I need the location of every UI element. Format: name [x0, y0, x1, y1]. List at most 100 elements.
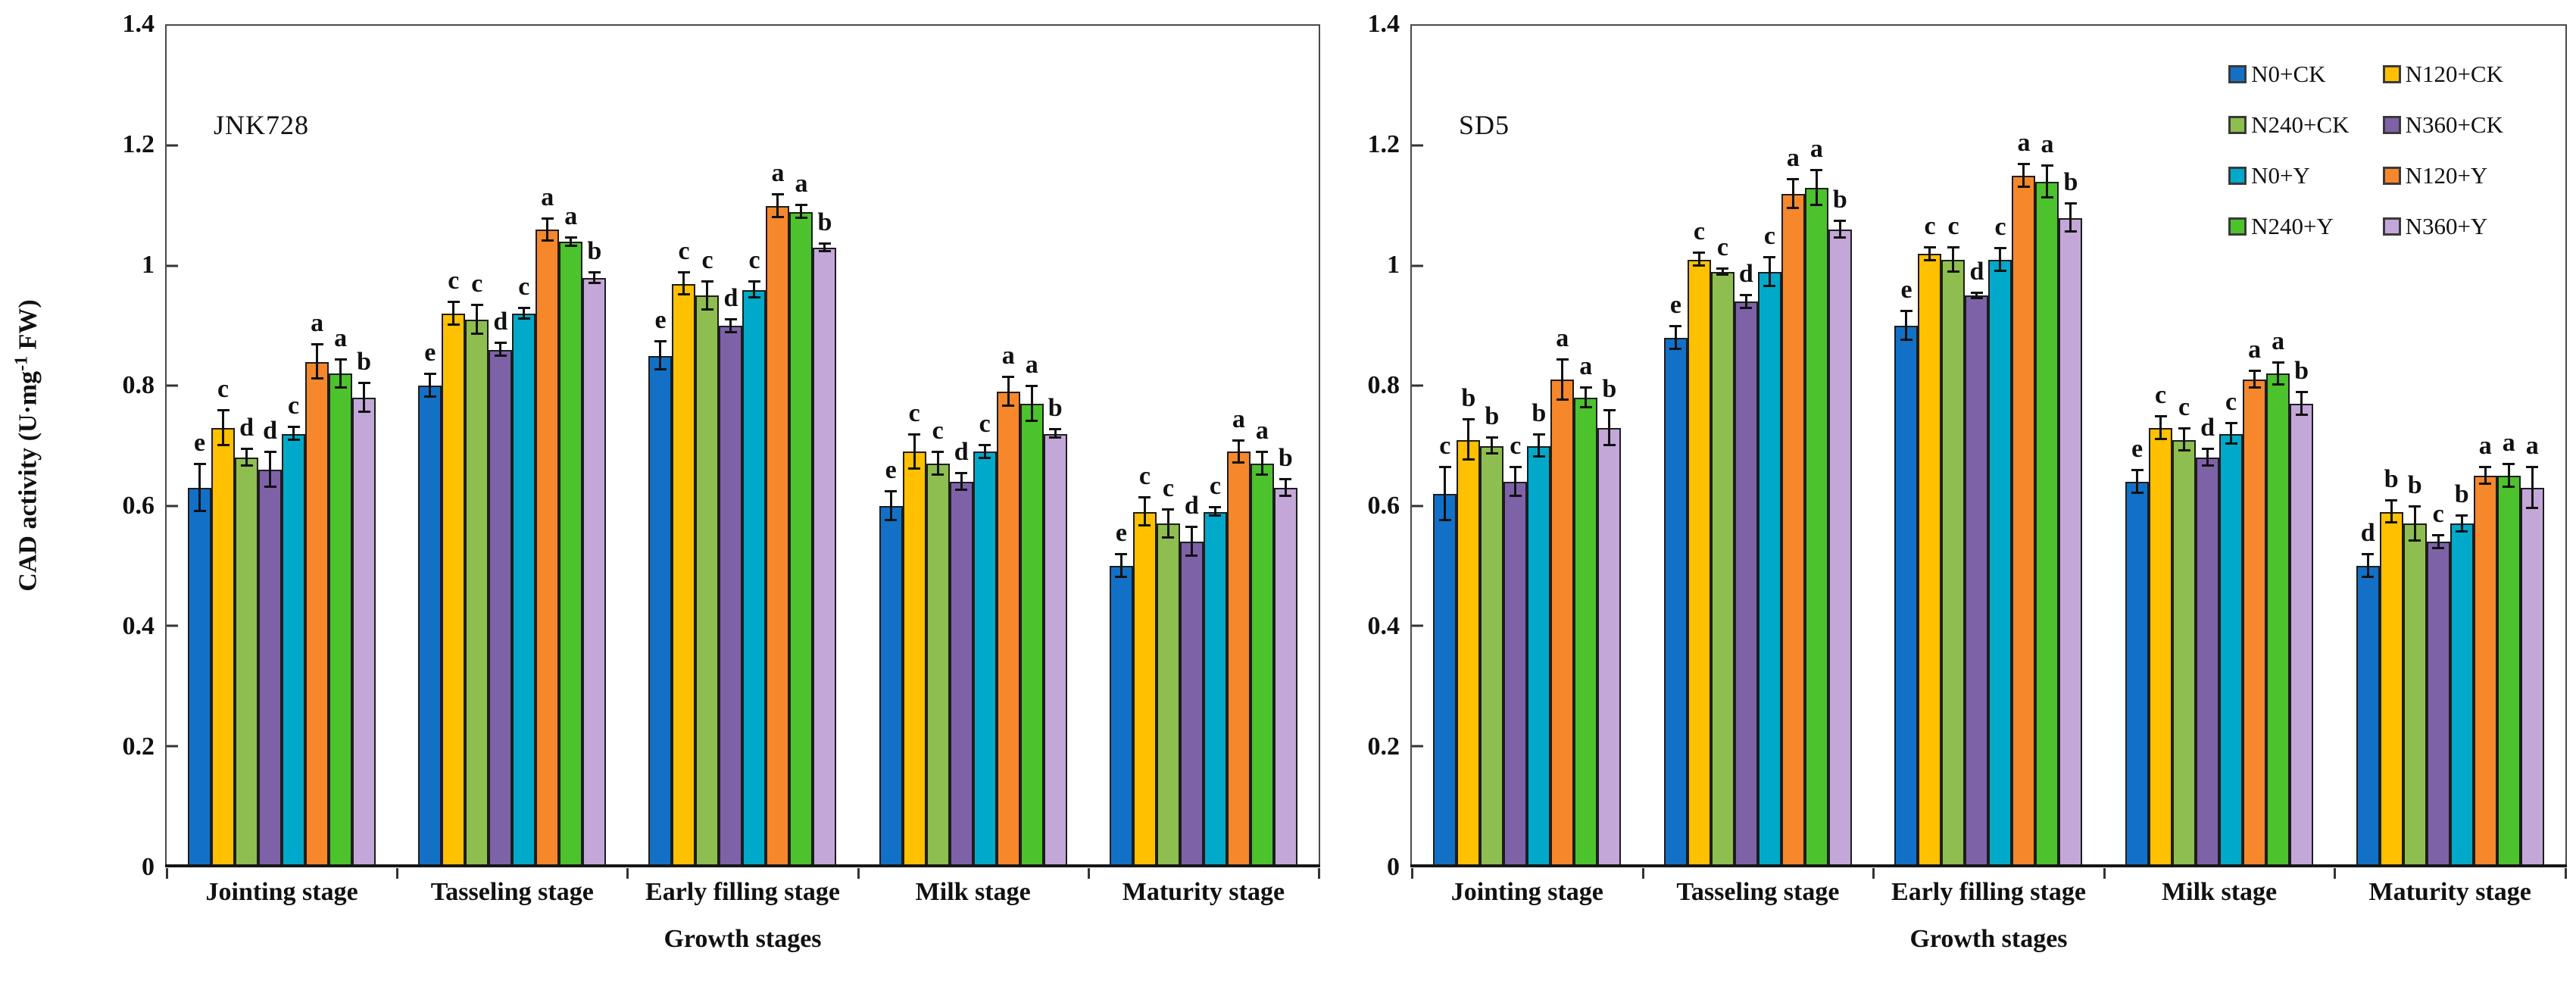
bar-group-slot: c	[442, 26, 466, 866]
bar-group-slot: b	[1043, 26, 1067, 866]
significance-letter: a	[2272, 326, 2285, 355]
error-bar-cap-top	[1256, 451, 1269, 454]
error-bar-cap-bottom	[1256, 473, 1269, 476]
xtick-mark	[1411, 868, 1413, 879]
error-bar-cap-bottom	[2503, 485, 2515, 488]
error-bar-cap-top	[1049, 428, 1062, 431]
error-bar	[2507, 464, 2510, 488]
bar	[1804, 187, 1828, 866]
bar-group-slot: d	[258, 26, 283, 866]
legend-label: N120+Y	[2405, 162, 2488, 189]
legend-item: N360+CK	[2382, 113, 2503, 136]
error-bar-cap-bottom	[588, 281, 601, 284]
bar	[1527, 445, 1551, 866]
significance-letter: a	[1232, 405, 1245, 433]
error-bar	[889, 490, 892, 521]
bar	[188, 487, 212, 866]
plot-area: SD5 Jointing stage c b b c b a a b Tasseling stag…	[1410, 24, 2567, 953]
significance-letter: e	[194, 429, 206, 458]
error-bar-cap-bottom	[1900, 338, 1912, 341]
bar	[2012, 176, 2036, 866]
significance-letter: c	[979, 409, 991, 438]
significance-letter: a	[771, 158, 785, 187]
error-bar	[269, 451, 272, 488]
significance-letter: a	[541, 183, 554, 211]
error-bar	[682, 271, 685, 296]
xtick-mark	[857, 868, 860, 879]
error-bar-cap-top	[1002, 376, 1015, 379]
category-cell: Tasseling stage e c c d c a a b	[397, 26, 627, 906]
error-bar-cap-top	[2295, 391, 2308, 394]
bar-group-slot: b	[2290, 26, 2314, 866]
error-bar-cap-top	[2385, 498, 2398, 501]
bar-group-slot: b	[1527, 26, 1551, 866]
bar	[1226, 451, 1251, 866]
error-bar	[222, 409, 225, 446]
legend-label: N240+Y	[2251, 213, 2334, 239]
error-bar-cap-top	[423, 373, 436, 376]
bar-group-slot: a	[2496, 26, 2521, 866]
bar	[926, 464, 950, 866]
bar-group-slot: c	[1503, 26, 1528, 866]
significance-letter: b	[587, 236, 602, 265]
error-bar-cap-bottom	[1138, 524, 1151, 527]
error-bar-cap-bottom	[1579, 406, 1592, 409]
error-bar	[2484, 467, 2487, 485]
error-bar	[1166, 508, 1169, 539]
error-bar-cap-top	[1740, 293, 1753, 296]
error-bar-cap-top	[2272, 361, 2284, 364]
error-bar	[2206, 448, 2209, 467]
bar	[2243, 380, 2267, 866]
error-bar-cap-bottom	[2131, 491, 2144, 494]
error-bar	[546, 217, 549, 242]
error-bar-cap-bottom	[1970, 297, 1983, 300]
significance-letter: c	[1763, 221, 1775, 250]
bar	[465, 320, 489, 866]
bar	[1663, 337, 1688, 866]
error-bar-cap-bottom	[1462, 458, 1475, 461]
error-bar-cap-bottom	[2456, 530, 2468, 533]
error-bar-cap-bottom	[701, 308, 713, 311]
error-bar-cap-bottom	[724, 330, 737, 333]
error-bar-cap-bottom	[2295, 413, 2308, 416]
error-bar	[1007, 376, 1010, 408]
error-bar-cap-top	[2154, 414, 2167, 417]
bar-group-slot: a	[1804, 26, 1828, 866]
error-bar	[2022, 164, 2025, 188]
error-bar-cap-top	[517, 307, 530, 310]
error-bar-cap-bottom	[334, 386, 347, 389]
bar-group-slot: c	[2219, 26, 2243, 866]
significance-letter: d	[1738, 259, 1753, 288]
legend-label: N120+CK	[2405, 61, 2503, 87]
xtick-mark	[396, 868, 399, 879]
ytick-mark	[1412, 264, 1423, 267]
error-bar-cap-top	[1716, 267, 1729, 270]
significance-letter: b	[2454, 480, 2469, 508]
error-bar-cap-bottom	[2409, 539, 2421, 542]
error-bar-cap-bottom	[1994, 269, 2006, 272]
significance-letter: a	[1579, 351, 1593, 380]
error-bar-cap-bottom	[979, 456, 991, 459]
error-bar-cap-bottom	[1209, 514, 1222, 517]
error-bar	[339, 358, 342, 389]
significance-letter: e	[424, 339, 436, 367]
significance-letter: d	[239, 414, 254, 442]
significance-letter: e	[1900, 276, 1912, 305]
ytick-label: 0.8	[1367, 371, 1400, 399]
bar-group-slot: d	[489, 26, 513, 866]
bar-group-slot: c	[926, 26, 950, 866]
error-bar-cap-top	[1669, 325, 1682, 328]
error-bar-cap-bottom	[2017, 185, 2030, 188]
error-bar-cap-top	[1923, 245, 1936, 248]
bar	[512, 314, 536, 866]
panel-title: JNK728	[214, 110, 310, 140]
category-label: Milk stage	[915, 878, 1031, 906]
legend-swatch	[2382, 166, 2401, 185]
error-bar-cap-top	[541, 217, 554, 220]
category-label: Early filling stage	[645, 878, 840, 906]
error-bar	[245, 448, 248, 467]
category-label: Tasseling stage	[430, 878, 594, 906]
category-label: Jointing stage	[205, 878, 358, 906]
error-bar	[198, 464, 201, 512]
error-bar-cap-bottom	[1693, 264, 1706, 267]
